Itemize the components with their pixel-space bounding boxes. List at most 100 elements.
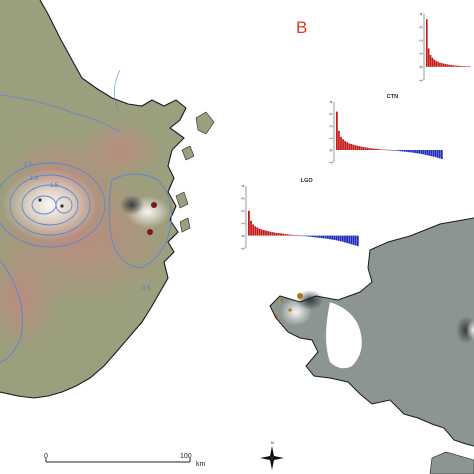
chart-bar bbox=[414, 150, 416, 153]
chart-bar bbox=[280, 233, 282, 236]
tick-label: 0 bbox=[329, 149, 334, 152]
chart-bar bbox=[358, 146, 361, 150]
chart-bar bbox=[348, 143, 351, 150]
chart-bar bbox=[433, 59, 436, 67]
contour-label: 0.5 bbox=[142, 286, 151, 292]
chart-bar bbox=[348, 235, 351, 244]
east-landmass bbox=[270, 218, 474, 446]
contour-label: 2.0 bbox=[24, 162, 33, 168]
tick-label: 3 bbox=[419, 26, 424, 29]
chart-bar bbox=[381, 149, 384, 150]
chart-bar bbox=[356, 235, 359, 247]
chart-bar bbox=[294, 235, 297, 236]
tick-label: -1 bbox=[419, 79, 424, 83]
station-chart-ctn: 4 3 2 1 0 -1 CTN bbox=[329, 94, 443, 165]
chart-bar bbox=[469, 66, 471, 68]
tick-label: 0 bbox=[241, 234, 246, 237]
chart-bar bbox=[344, 141, 346, 150]
chart-bar bbox=[352, 144, 355, 150]
chart-bar bbox=[309, 235, 312, 237]
station-label: CTN bbox=[387, 94, 398, 100]
chart-bar bbox=[336, 111, 338, 150]
chart-bar bbox=[403, 150, 406, 152]
chart-bar bbox=[318, 235, 321, 238]
chart-bar bbox=[430, 150, 433, 157]
tick-label: 1 bbox=[241, 222, 246, 225]
chart-bar bbox=[340, 136, 342, 150]
chart-bar bbox=[426, 150, 429, 156]
tick-label: 1 bbox=[419, 52, 424, 55]
chart-bar bbox=[416, 150, 418, 154]
chart-bar bbox=[273, 232, 276, 236]
west-landmass bbox=[0, 0, 186, 398]
chart-bar bbox=[350, 144, 353, 150]
panel-letter: B bbox=[296, 18, 307, 37]
chart-bar bbox=[301, 235, 304, 237]
tick-label: 0 bbox=[419, 65, 424, 68]
chart-bar bbox=[438, 150, 441, 159]
chart-bar bbox=[426, 19, 428, 67]
chart-bar bbox=[435, 60, 437, 67]
chart-bar bbox=[322, 235, 325, 239]
chart-bar bbox=[254, 226, 257, 236]
contour-0.5 bbox=[0, 259, 23, 363]
chart-bar bbox=[286, 234, 289, 236]
tick-label: 4 bbox=[241, 185, 246, 188]
west-islands bbox=[175, 111, 215, 233]
tick-label: -1 bbox=[329, 161, 334, 165]
chart-bar bbox=[352, 235, 355, 245]
chart-bar bbox=[389, 149, 392, 151]
chart-bar bbox=[387, 149, 390, 151]
chart-bar bbox=[463, 66, 466, 67]
chart-bar bbox=[442, 63, 445, 67]
chart-bar bbox=[437, 61, 439, 67]
station-label: LGO bbox=[301, 178, 314, 184]
chart-bar bbox=[354, 145, 357, 150]
chart-bar bbox=[440, 150, 443, 159]
chart-bar bbox=[288, 234, 291, 236]
chart-bar bbox=[427, 48, 430, 67]
scale-start-label: 0 bbox=[44, 453, 48, 460]
chart-bar bbox=[424, 150, 427, 155]
chart-bar bbox=[331, 235, 334, 240]
chart-bar bbox=[275, 232, 278, 236]
chart-bar bbox=[307, 235, 310, 237]
scale-unit-label: km bbox=[196, 461, 206, 468]
chart-bar bbox=[344, 235, 346, 243]
chart-bar bbox=[444, 64, 447, 67]
chart-bar bbox=[364, 147, 367, 150]
chart-bar bbox=[441, 63, 443, 67]
chart-bar bbox=[436, 150, 439, 158]
chart-bar bbox=[269, 231, 272, 236]
tick-label: 3 bbox=[241, 197, 246, 200]
chart-bar bbox=[284, 233, 287, 236]
chart-bar bbox=[467, 66, 469, 68]
chart-bar bbox=[350, 235, 353, 245]
chart-bar bbox=[432, 150, 435, 157]
chart-bar bbox=[393, 150, 396, 151]
chart-bar bbox=[401, 150, 404, 152]
chart-bar bbox=[337, 235, 340, 241]
chart-bar bbox=[341, 235, 344, 242]
tick-label: 4 bbox=[419, 13, 424, 16]
chart-bar bbox=[326, 235, 329, 239]
chart-bar bbox=[465, 66, 467, 67]
chart-bar bbox=[305, 235, 308, 237]
chart-bar bbox=[356, 145, 359, 150]
chart-bar bbox=[329, 235, 331, 240]
chart-bar bbox=[431, 57, 434, 67]
chart-bar bbox=[456, 65, 458, 67]
chart-bar bbox=[450, 64, 452, 67]
chart-bar bbox=[368, 148, 371, 150]
chart-bar bbox=[256, 227, 259, 236]
contour-0.5 bbox=[108, 173, 172, 269]
chart-bar bbox=[422, 150, 425, 155]
chart-bar bbox=[461, 66, 464, 67]
chart-bar bbox=[250, 220, 252, 236]
scale-end-label: 100 bbox=[180, 453, 192, 460]
chart-bar bbox=[448, 64, 451, 67]
chart-bar bbox=[258, 228, 261, 236]
chart-bar bbox=[252, 224, 255, 236]
